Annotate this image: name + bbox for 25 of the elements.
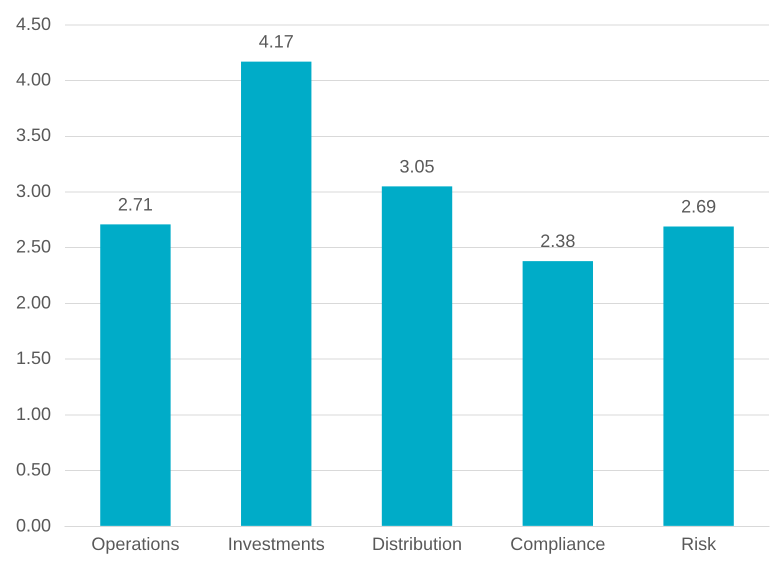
y-tick-label: 0.00 — [16, 515, 52, 536]
x-tick-label: Investments — [228, 534, 325, 554]
y-tick-label: 3.00 — [16, 180, 52, 201]
data-label: 3.05 — [399, 156, 435, 176]
bar — [663, 226, 734, 526]
x-tick-label: Operations — [91, 534, 180, 554]
x-tick-label: Risk — [681, 534, 718, 554]
data-label: 2.38 — [540, 231, 576, 252]
data-label: 4.17 — [258, 32, 294, 52]
y-tick-label: 0.50 — [16, 460, 52, 480]
y-tick-label: 1.00 — [16, 404, 52, 424]
y-tick-label: 4.50 — [16, 14, 52, 34]
y-tick-label: 2.50 — [16, 236, 52, 257]
x-tick-label: Compliance — [510, 534, 606, 554]
bar — [241, 62, 312, 526]
data-label: 2.69 — [681, 196, 716, 217]
x-tick-label: Distribution — [372, 534, 462, 554]
data-label: 2.71 — [118, 194, 153, 214]
bar — [100, 224, 171, 526]
y-tick-label: 2.00 — [16, 292, 52, 312]
bar — [382, 186, 452, 526]
y-tick-label: 1.50 — [16, 348, 52, 368]
bar — [522, 261, 594, 526]
y-tick-label: 4.00 — [16, 70, 52, 90]
y-tick-label: 3.50 — [16, 125, 52, 146]
